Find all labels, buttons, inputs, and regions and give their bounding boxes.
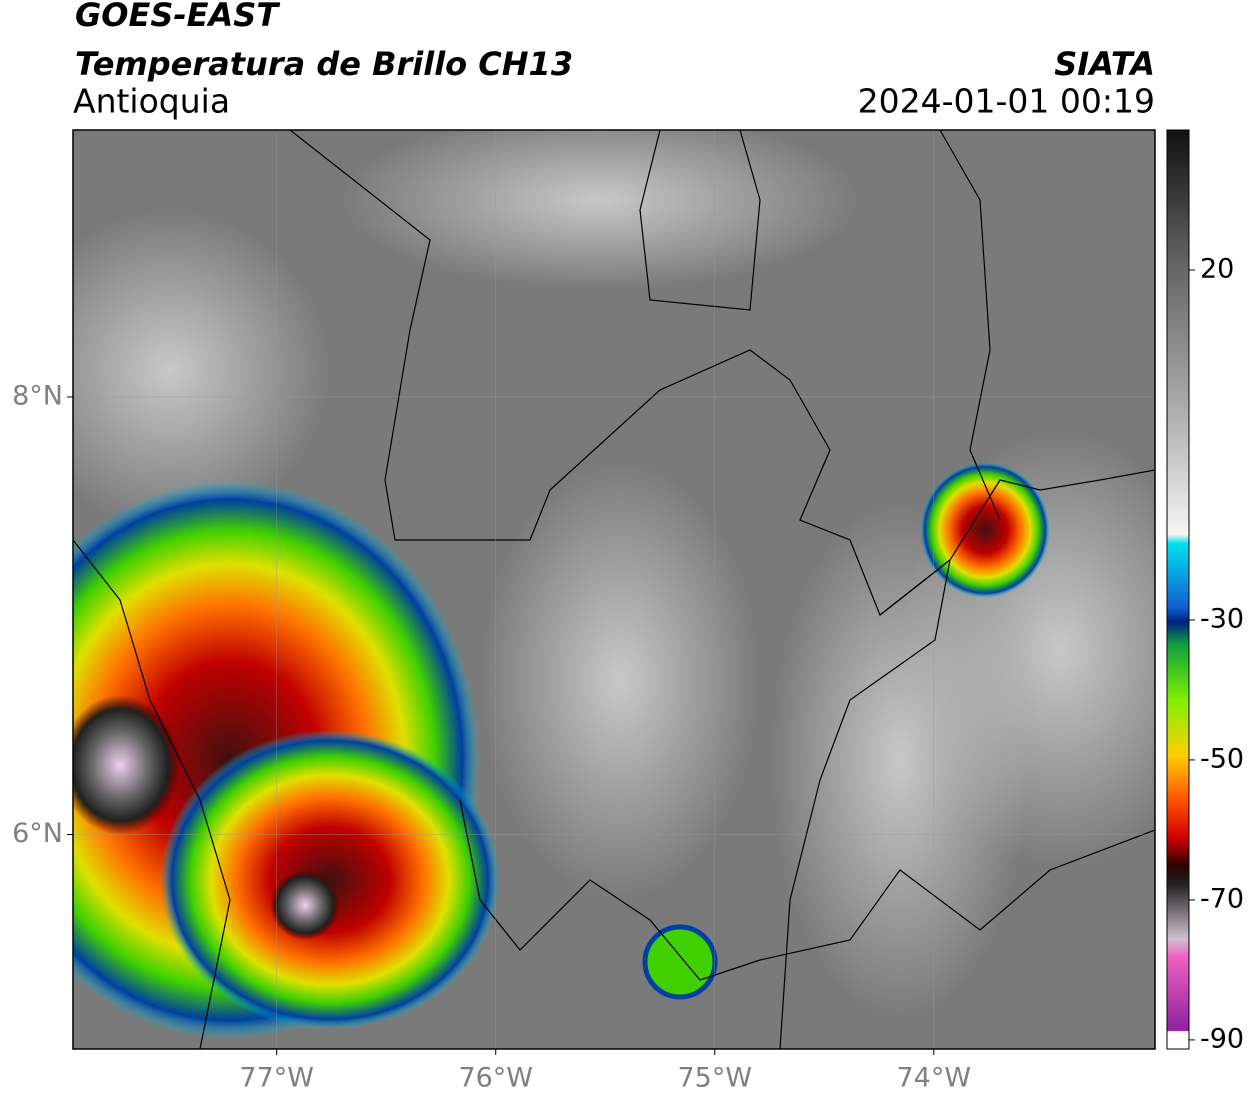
x-tick-label: 77°W bbox=[239, 1063, 314, 1094]
colorbar-tick-label: -50 bbox=[1200, 743, 1244, 774]
colorbar-tick-label: -30 bbox=[1200, 603, 1244, 634]
map-image bbox=[73, 130, 1155, 1049]
colorbar-tick-label: 20 bbox=[1200, 253, 1234, 284]
map-frame bbox=[72, 129, 1156, 1050]
source: SIATA bbox=[1054, 45, 1155, 83]
colorbar bbox=[1166, 129, 1190, 1050]
product: Temperatura de Brillo CH13 bbox=[75, 45, 573, 83]
y-tick-label: 6°N bbox=[12, 818, 63, 849]
x-tick-label: 74°W bbox=[897, 1063, 972, 1094]
satellite: GOES-EAST bbox=[75, 0, 280, 34]
colorbar-tick-label: -70 bbox=[1200, 883, 1244, 914]
x-tick-label: 76°W bbox=[458, 1063, 533, 1094]
y-tick-label: 8°N bbox=[12, 380, 63, 411]
colorbar-tick-label: -90 bbox=[1200, 1023, 1244, 1054]
x-tick-label: 75°W bbox=[677, 1063, 752, 1094]
region: Antioquia bbox=[73, 82, 230, 121]
datetime: 2024-01-01 00:19 bbox=[858, 82, 1155, 121]
